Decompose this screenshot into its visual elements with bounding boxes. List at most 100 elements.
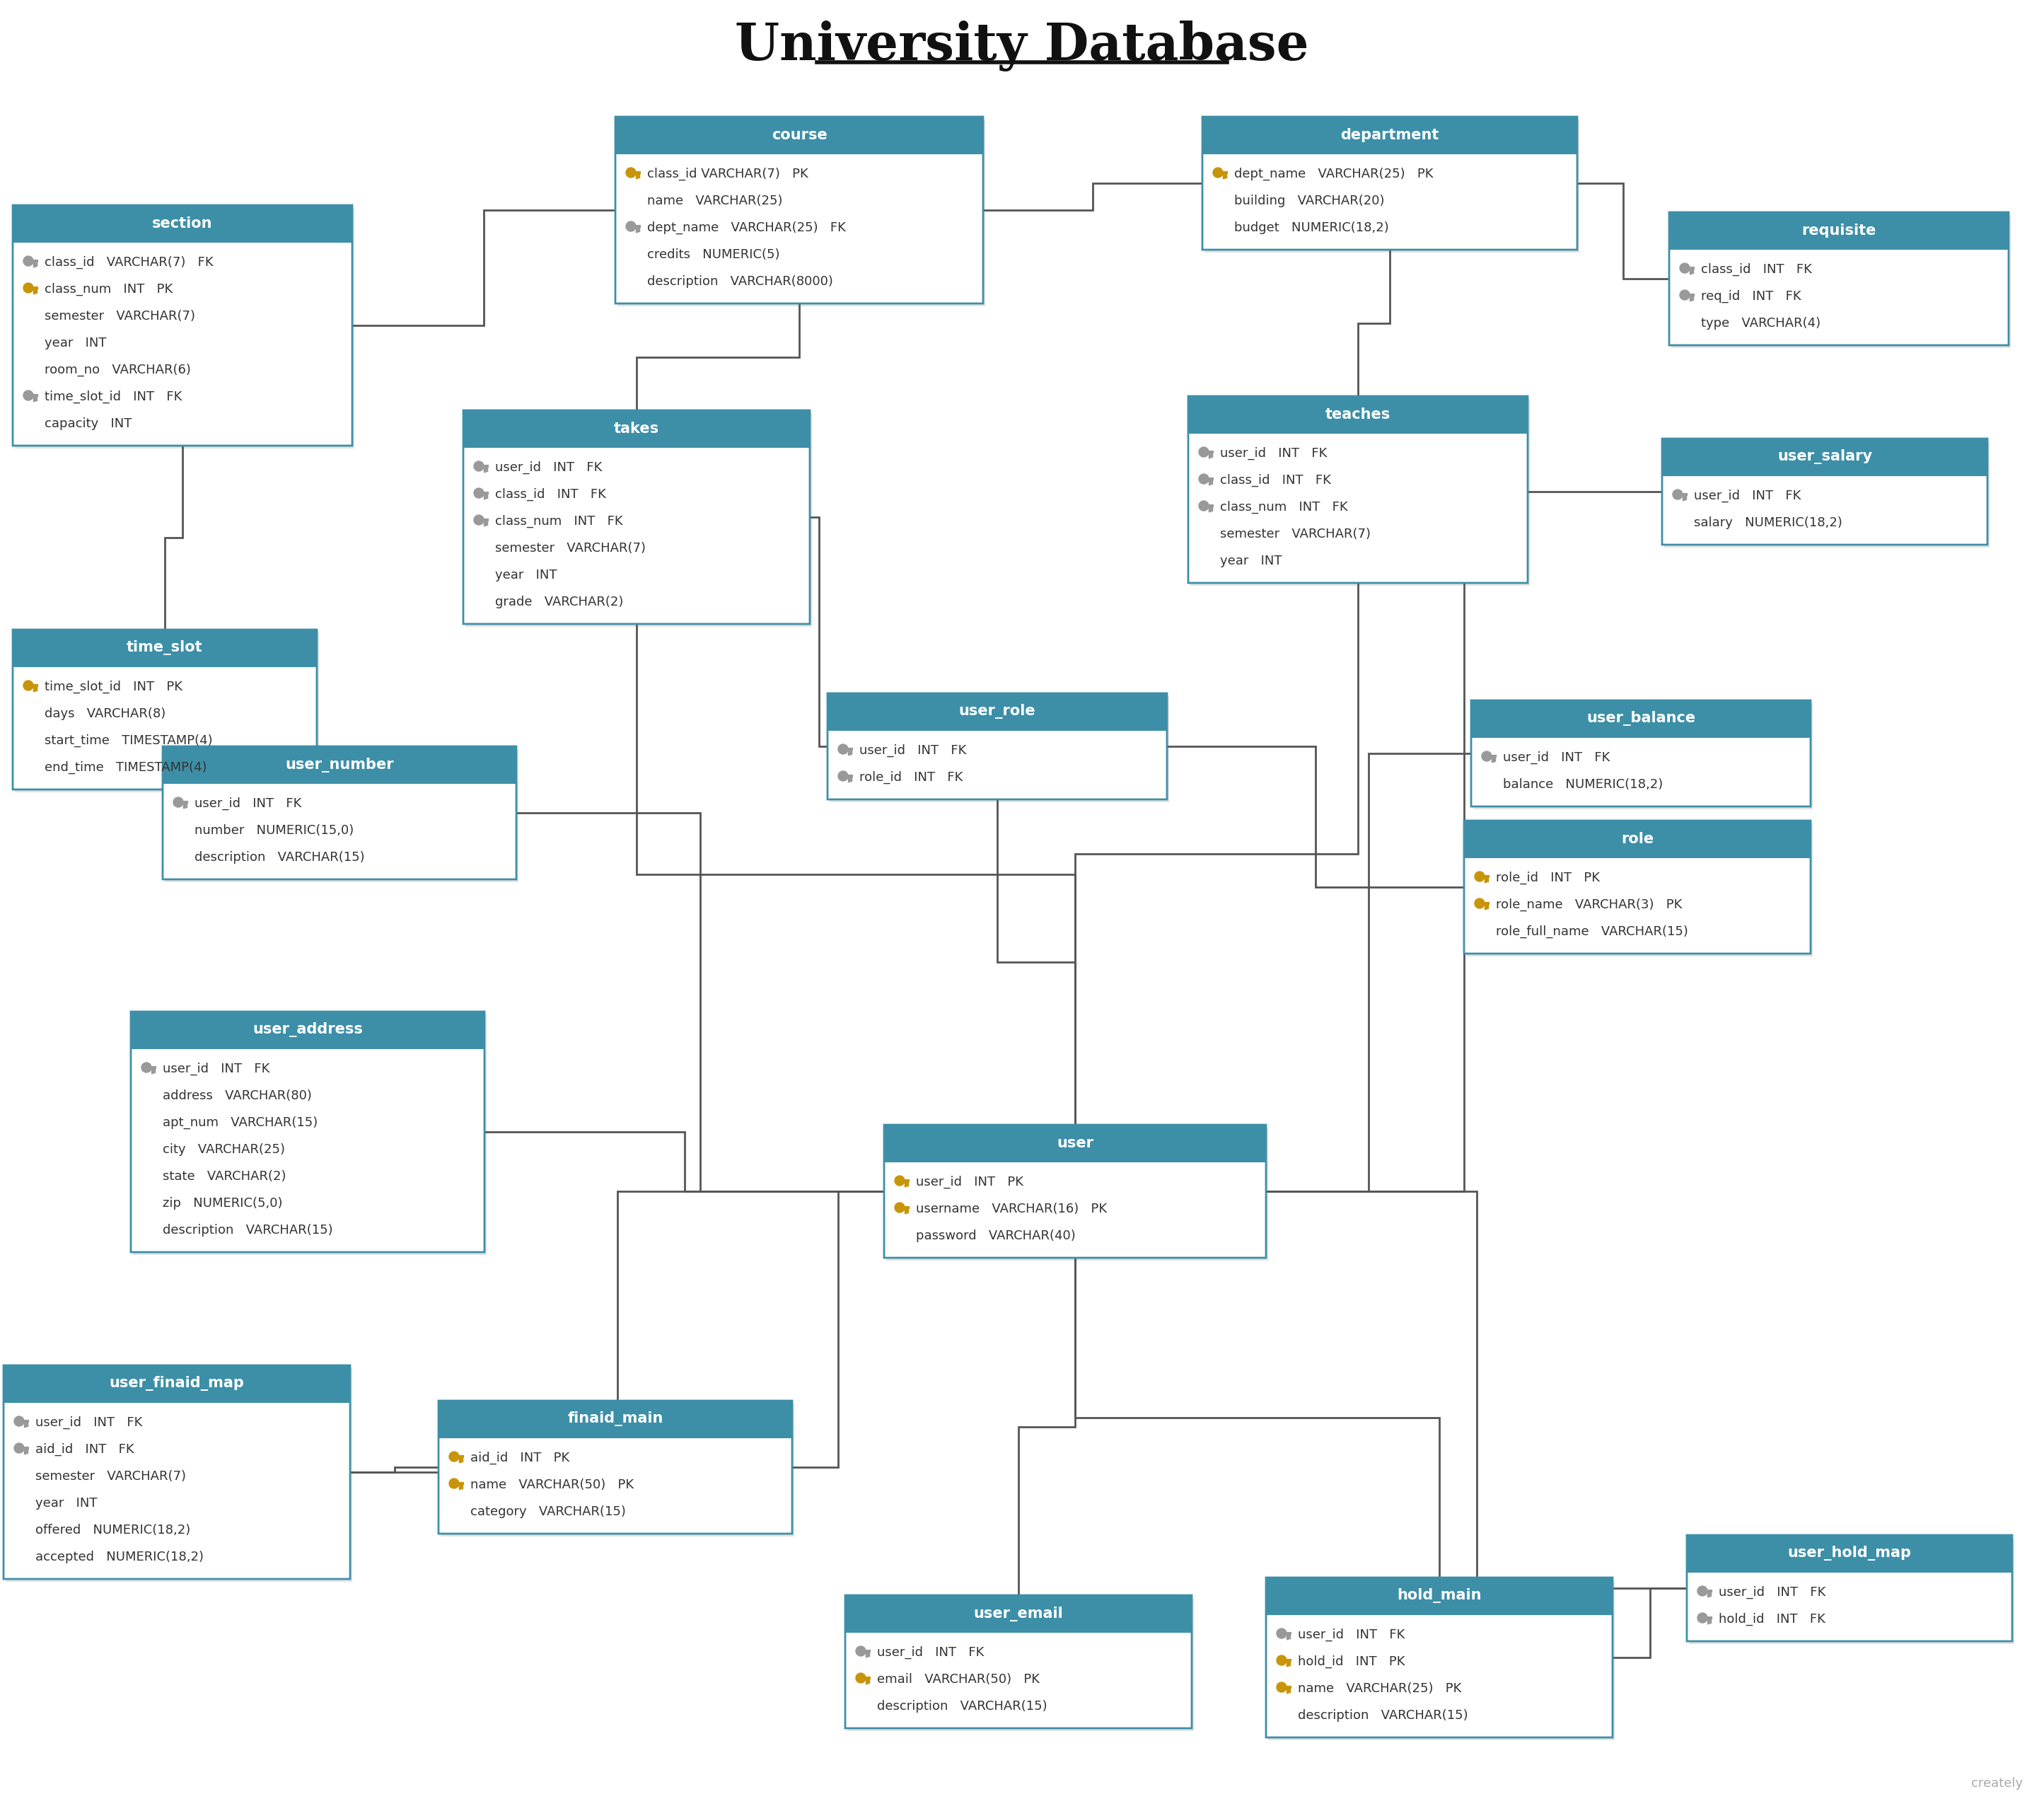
Text: user_id   INT   FK: user_id INT FK — [1220, 447, 1327, 460]
Circle shape — [1278, 1682, 1286, 1691]
Circle shape — [474, 462, 484, 471]
Text: grade   VARCHAR(2): grade VARCHAR(2) — [495, 596, 623, 608]
FancyBboxPatch shape — [1662, 438, 1987, 474]
Polygon shape — [12, 232, 352, 243]
Text: semester   VARCHAR(7): semester VARCHAR(7) — [45, 310, 196, 322]
Polygon shape — [1202, 143, 1578, 154]
Circle shape — [14, 1443, 25, 1452]
Circle shape — [22, 283, 33, 293]
Text: description   VARCHAR(15): description VARCHAR(15) — [877, 1701, 1047, 1713]
Text: role_id   INT   PK: role_id INT PK — [1496, 871, 1600, 884]
Text: year   INT: year INT — [1220, 554, 1282, 567]
Text: semester   VARCHAR(7): semester VARCHAR(7) — [495, 541, 646, 554]
Circle shape — [22, 255, 33, 266]
Polygon shape — [164, 773, 517, 782]
Text: semester   VARCHAR(7): semester VARCHAR(7) — [1220, 527, 1372, 540]
Polygon shape — [1188, 424, 1527, 433]
Polygon shape — [1662, 465, 1987, 474]
Text: user_id   INT   FK: user_id INT FK — [164, 1063, 270, 1076]
FancyBboxPatch shape — [887, 1128, 1267, 1260]
Text: role_name   VARCHAR(3)   PK: role_name VARCHAR(3) PK — [1496, 898, 1682, 911]
FancyBboxPatch shape — [1464, 820, 1811, 857]
FancyBboxPatch shape — [1686, 1536, 2011, 1572]
Text: email   VARCHAR(50)   PK: email VARCHAR(50) PK — [877, 1673, 1040, 1686]
Polygon shape — [1670, 239, 2009, 248]
Polygon shape — [464, 436, 809, 447]
Text: time_slot: time_slot — [127, 641, 202, 656]
FancyBboxPatch shape — [1688, 1538, 2013, 1644]
FancyBboxPatch shape — [164, 746, 517, 782]
Text: name   VARCHAR(25): name VARCHAR(25) — [648, 194, 783, 206]
Text: user_id   INT   FK: user_id INT FK — [877, 1646, 983, 1659]
FancyBboxPatch shape — [166, 750, 519, 882]
Circle shape — [1200, 502, 1208, 511]
Text: user_id   INT   FK: user_id INT FK — [194, 797, 303, 810]
Text: class_id   INT   FK: class_id INT FK — [1701, 263, 1811, 275]
Circle shape — [1200, 447, 1208, 456]
FancyBboxPatch shape — [1464, 820, 1811, 954]
Text: description   VARCHAR(15): description VARCHAR(15) — [1298, 1710, 1468, 1722]
Text: takes: takes — [613, 422, 660, 436]
Circle shape — [1212, 168, 1222, 177]
FancyBboxPatch shape — [131, 1012, 484, 1251]
Text: University Database: University Database — [736, 20, 1308, 71]
FancyBboxPatch shape — [133, 1014, 486, 1255]
FancyBboxPatch shape — [12, 630, 317, 790]
Text: state   VARCHAR(2): state VARCHAR(2) — [164, 1170, 286, 1183]
Text: description   VARCHAR(8000): description VARCHAR(8000) — [648, 275, 834, 288]
Text: department: department — [1341, 129, 1439, 143]
FancyBboxPatch shape — [848, 1597, 1194, 1731]
Circle shape — [1474, 871, 1484, 882]
FancyBboxPatch shape — [1472, 701, 1811, 737]
Text: aid_id   INT   FK: aid_id INT FK — [35, 1443, 135, 1456]
Text: creately: creately — [1970, 1777, 2024, 1789]
Text: user_id   INT   FK: user_id INT FK — [1298, 1628, 1404, 1641]
Circle shape — [856, 1673, 867, 1682]
Text: year   INT: year INT — [35, 1498, 98, 1510]
Text: user_id   INT   PK: user_id INT PK — [916, 1175, 1024, 1188]
FancyBboxPatch shape — [828, 694, 1167, 799]
Circle shape — [625, 221, 636, 232]
Text: capacity   INT: capacity INT — [45, 417, 131, 429]
Polygon shape — [1472, 728, 1811, 737]
Circle shape — [450, 1452, 460, 1461]
Text: class_id   INT   FK: class_id INT FK — [495, 487, 605, 502]
FancyBboxPatch shape — [615, 116, 983, 304]
FancyBboxPatch shape — [131, 1012, 484, 1049]
Text: user_id   INT   FK: user_id INT FK — [1502, 752, 1611, 764]
FancyBboxPatch shape — [1202, 116, 1578, 154]
FancyBboxPatch shape — [828, 694, 1167, 730]
Text: course: course — [771, 129, 828, 143]
Text: credits   NUMERIC(5): credits NUMERIC(5) — [648, 248, 779, 261]
FancyBboxPatch shape — [1265, 1577, 1613, 1737]
Text: class_num   INT   PK: class_num INT PK — [45, 283, 174, 295]
Text: offered   NUMERIC(18,2): offered NUMERIC(18,2) — [35, 1523, 190, 1536]
Polygon shape — [844, 1623, 1192, 1632]
Text: time_slot_id   INT   FK: time_slot_id INT FK — [45, 391, 182, 404]
Text: number   NUMERIC(15,0): number NUMERIC(15,0) — [194, 824, 354, 837]
FancyBboxPatch shape — [12, 205, 352, 446]
Text: user_hold_map: user_hold_map — [1788, 1547, 1911, 1561]
Text: class_id   VARCHAR(7)   FK: class_id VARCHAR(7) FK — [45, 255, 213, 268]
FancyBboxPatch shape — [1472, 701, 1811, 806]
FancyBboxPatch shape — [466, 413, 811, 627]
Text: end_time   TIMESTAMP(4): end_time TIMESTAMP(4) — [45, 761, 206, 773]
FancyBboxPatch shape — [615, 116, 983, 154]
Text: time_slot_id   INT   PK: time_slot_id INT PK — [45, 681, 182, 694]
Text: dept_name   VARCHAR(25)   FK: dept_name VARCHAR(25) FK — [648, 221, 846, 234]
Circle shape — [1697, 1614, 1707, 1623]
Text: category   VARCHAR(15): category VARCHAR(15) — [470, 1505, 625, 1518]
FancyBboxPatch shape — [4, 1365, 350, 1579]
Text: finaid_main: finaid_main — [568, 1411, 662, 1427]
FancyBboxPatch shape — [1265, 1577, 1613, 1614]
Text: password   VARCHAR(40): password VARCHAR(40) — [916, 1230, 1075, 1242]
Text: accepted   NUMERIC(18,2): accepted NUMERIC(18,2) — [35, 1550, 204, 1563]
Circle shape — [856, 1646, 867, 1655]
FancyBboxPatch shape — [830, 695, 1169, 802]
Text: user_finaid_map: user_finaid_map — [108, 1376, 245, 1391]
Circle shape — [895, 1203, 905, 1213]
Text: address   VARCHAR(80): address VARCHAR(80) — [164, 1090, 313, 1103]
Circle shape — [1672, 489, 1682, 500]
FancyBboxPatch shape — [14, 208, 354, 449]
Text: apt_num   VARCHAR(15): apt_num VARCHAR(15) — [164, 1116, 317, 1128]
